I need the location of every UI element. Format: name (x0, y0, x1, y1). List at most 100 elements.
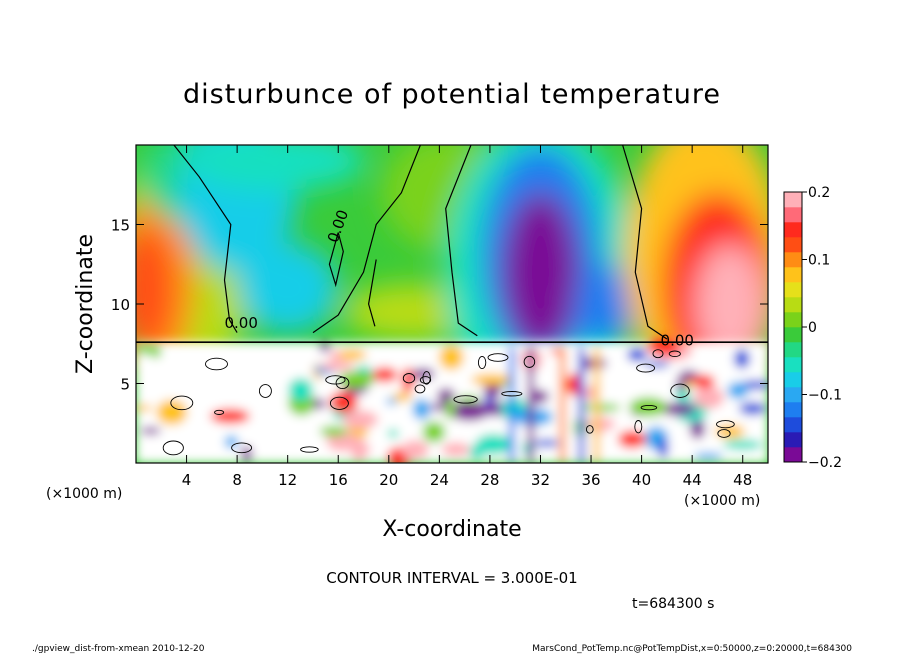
contour-line (445, 145, 478, 337)
turbulence-patch (483, 382, 502, 398)
colorbar-swatch (784, 447, 802, 463)
vertical-streak (593, 346, 600, 463)
turbulence-patch (693, 452, 723, 460)
contour-loop (716, 420, 735, 429)
contour-loop (717, 429, 731, 438)
turbulence-patch (739, 402, 767, 415)
contour-loop (668, 350, 681, 358)
colorbar-tick-label: −0.2 (808, 455, 842, 471)
colorbar-swatch (784, 252, 802, 268)
turbulence-patch (722, 439, 764, 450)
x-tick-label: 8 (232, 471, 242, 489)
turbulence-patch (658, 402, 697, 416)
turbulence-patch (422, 421, 446, 443)
contour-loop (419, 376, 432, 384)
colorbar-swatch (784, 222, 802, 238)
contour-loop (634, 420, 643, 434)
vertical-streak (508, 346, 515, 463)
colorbar-swatch (784, 207, 802, 223)
turbulence-patch (412, 398, 431, 420)
x-tick-label: 36 (581, 471, 600, 489)
turbulence-patch (450, 401, 489, 421)
turbulence-patch (329, 391, 359, 413)
plot-area: 0.000.000.00 (136, 145, 768, 463)
turbulence-patch (330, 349, 341, 362)
colorbar-swatch (784, 312, 802, 328)
contour-loop (258, 384, 272, 398)
turbulence-patch (342, 410, 379, 429)
contour-loop (335, 376, 350, 390)
x-tick-label: 28 (480, 471, 499, 489)
upper-field (136, 145, 768, 423)
footer-right: MarsCond_PotTemp.nc@PotTempDist,x=0:5000… (532, 644, 852, 654)
x-tick-label: 48 (733, 471, 752, 489)
contour-loop (652, 349, 664, 359)
turbulence-patch (320, 360, 355, 372)
turbulence-patch (691, 374, 716, 389)
colorbar-swatch (784, 402, 802, 418)
contour-loop (670, 383, 690, 398)
contour-loop (523, 355, 536, 368)
turbulence-patch (675, 380, 686, 391)
colorbar-swatch (784, 327, 802, 343)
x-tick-label: 44 (683, 471, 702, 489)
field-blob-6 (185, 145, 366, 191)
turbulence-patch (358, 445, 372, 454)
contour-loop (300, 446, 319, 453)
footer-left: ./gpview_dist-from-xmean 2010-12-20 (32, 644, 205, 654)
contour-loop (585, 425, 594, 434)
x-unit-left: (×1000 m) (46, 486, 122, 502)
turbulence-patch (689, 418, 705, 439)
colorbar-swatch (784, 237, 802, 253)
colorbar-tick-label: 0.1 (808, 253, 830, 269)
turbulence-patch (387, 429, 399, 438)
colorbar-swatch (784, 282, 802, 298)
turbulence-patch (534, 439, 559, 447)
colorbar-tick-label: −0.1 (808, 388, 842, 404)
turbulence-patch (385, 397, 397, 406)
x-tick-label: 4 (182, 471, 192, 489)
turbulence-patch (734, 349, 750, 369)
colorbar-swatch (784, 357, 802, 373)
turbulence-patch (471, 373, 512, 386)
contour-loop (477, 355, 487, 370)
contour-line (622, 145, 668, 340)
y-axis-label: Z-coordinate (73, 234, 98, 374)
turbulence-patch (136, 404, 153, 412)
contour-loop (231, 442, 253, 454)
colorbar-swatch (784, 417, 802, 433)
turbulence-patch (727, 381, 749, 399)
turbulence-patch (579, 357, 608, 370)
turbulence-patch (392, 392, 412, 402)
x-tick-label: 24 (430, 471, 449, 489)
contour-loop (162, 440, 184, 456)
y-axis: 5 10 15 (111, 217, 768, 394)
contour-loop (453, 395, 478, 404)
field-blob-11 (502, 192, 579, 353)
time-label: t=684300 s (632, 596, 714, 612)
turbulence-patch (627, 347, 647, 362)
turbulence-patch (684, 379, 695, 389)
contour-line (367, 259, 377, 327)
turbulence-patch (439, 344, 464, 370)
x-axis-label: X-coordinate (382, 517, 521, 542)
turbulence-patch (646, 338, 681, 357)
turbulence-patch (288, 378, 313, 402)
colorbar-swatch (784, 342, 802, 358)
turbulence-patch (140, 427, 161, 435)
turbulence-patch (444, 398, 456, 420)
colorbar-swatch (784, 432, 802, 448)
colorbar: 0.2 0.1 0 −0.1 −0.2 (783, 185, 842, 471)
turbulence-patch (136, 343, 154, 355)
turbulence-patch (156, 399, 188, 425)
x-unit-right: (×1000 m) (684, 493, 760, 509)
contour-loop (214, 409, 225, 415)
turbulence-patch (319, 426, 348, 437)
y-tick-label: 15 (111, 217, 130, 235)
y-tick-label: 10 (111, 296, 130, 314)
contour-value-label: 0.00 (661, 331, 694, 349)
contour-line (328, 232, 344, 288)
x-tick-label: 32 (531, 471, 550, 489)
turbulence-patch (371, 367, 398, 383)
turbulence-patch (210, 408, 250, 424)
